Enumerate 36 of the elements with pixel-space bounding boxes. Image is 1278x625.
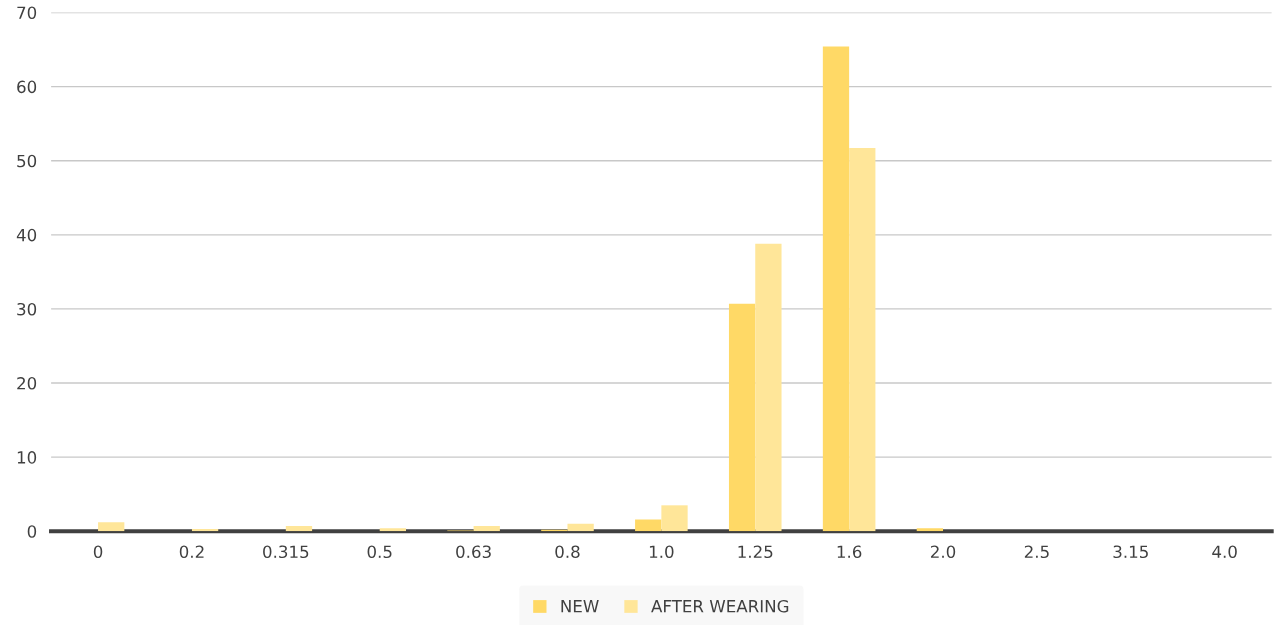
y-tick-label: 10 — [17, 451, 37, 464]
x-tick-label: 2.5 — [1024, 545, 1049, 559]
bar — [849, 148, 876, 532]
bar — [567, 523, 594, 532]
x-tick-label: 0 — [93, 545, 103, 559]
bar — [98, 522, 125, 532]
y-tick-label: 70 — [17, 6, 37, 20]
x-tick-label: 3.15 — [1113, 545, 1148, 559]
bar — [285, 526, 313, 532]
x-tick-label: 1.25 — [738, 545, 773, 559]
x-tick-label: 0.8 — [555, 545, 580, 559]
y-tick-label: 0 — [27, 525, 37, 538]
x-tick-label: 2.0 — [930, 545, 956, 559]
x-tick-label: 1.0 — [649, 545, 674, 559]
bar — [473, 526, 500, 532]
bar — [728, 303, 756, 532]
bar — [635, 519, 662, 532]
x-tick-label: 4.0 — [1212, 545, 1237, 559]
bar — [822, 46, 850, 532]
y-tick-label: 40 — [16, 228, 37, 242]
bar — [191, 529, 219, 532]
y-tick-label: 50 — [17, 154, 37, 168]
legend-label: NEW — [561, 600, 599, 613]
x-tick-label: 0.5 — [367, 545, 392, 559]
y-tick-label: 30 — [17, 302, 37, 316]
bar — [661, 505, 688, 532]
bar — [755, 243, 782, 532]
legend-label: AFTER WEARING — [651, 599, 789, 613]
bar — [916, 528, 944, 532]
x-tick-label: 0.2 — [179, 545, 204, 559]
x-tick-label: 0.63 — [456, 545, 491, 559]
bar — [379, 528, 406, 532]
y-tick-label: 20 — [17, 377, 37, 390]
y-tick-label: 60 — [17, 80, 37, 94]
x-tick-label: 0.315 — [263, 545, 309, 559]
x-tick-label: 1.6 — [837, 545, 862, 559]
